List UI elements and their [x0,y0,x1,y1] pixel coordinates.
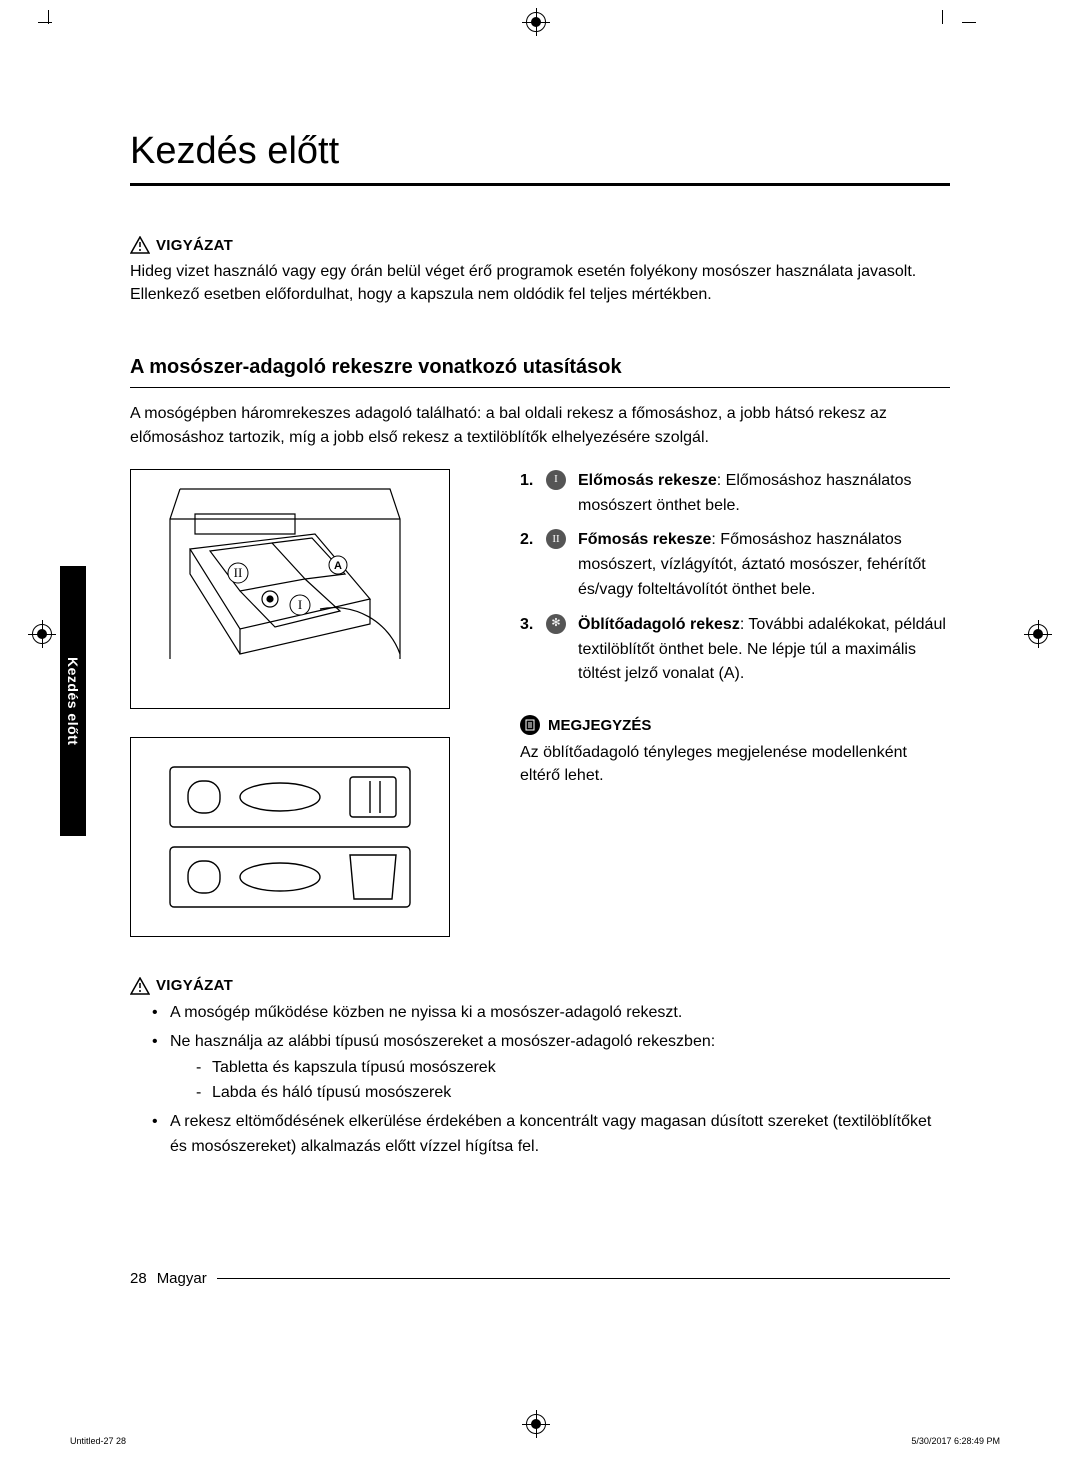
list-item: Labda és háló típusú mosószerek [196,1081,950,1106]
list-item: Ne használja az alábbi típusú mosószerek… [152,1030,950,1106]
prewash-icon: I [546,470,566,490]
registration-mark [526,12,546,32]
caution-header: VIGYÁZAT [130,236,950,254]
item-number: 1. [520,469,538,519]
page-number: 28 [130,1270,147,1287]
compartment-list: 1. I Előmosás rekesze: Előmosáshoz haszn… [520,469,950,687]
item-number: 3. [520,613,538,687]
side-tab-label: Kezdés előtt [65,657,81,745]
warning-icon [130,236,150,254]
warning-icon [130,977,150,995]
crop-mark [942,10,962,24]
section-intro: A mosógépben háromrekeszes adagoló talál… [130,402,950,448]
crop-mark [962,22,976,23]
crop-mark [38,22,52,23]
side-tab: Kezdés előtt [60,566,86,836]
svg-text:A: A [334,560,342,572]
section-rule [130,387,950,388]
item-text: Előmosás rekesze: Előmosáshoz használato… [578,469,950,519]
page-content: Kezdés előtt VIGYÁZAT Hideg vizet haszná… [130,130,950,1164]
print-meta-right: 5/30/2017 6:28:49 PM [911,1436,1000,1446]
footer-rule [217,1278,950,1279]
list-item: 3. ✻ Öblítőadagoló rekesz: További adalé… [520,613,950,687]
svg-text:II: II [234,565,243,580]
registration-mark [32,624,52,644]
chapter-title: Kezdés előtt [130,130,950,173]
item-text: Öblítőadagoló rekesz: További adalékokat… [578,613,950,687]
list-item: A rekesz eltömődésének elkerülése érdeké… [152,1110,950,1160]
caution2-header: VIGYÁZAT [130,977,950,995]
figure-softener-variants [130,737,450,937]
print-meta-left: Untitled-27 28 [70,1436,126,1446]
mainwash-icon: II [546,529,566,549]
chapter-rule [130,183,950,186]
caution2-label: VIGYÁZAT [156,977,233,994]
note-header: MEGJEGYZÉS [520,715,950,735]
sub-list: Tabletta és kapszula típusú mosószerek L… [196,1056,950,1106]
footer-language: Magyar [157,1270,207,1287]
list-item: Tabletta és kapszula típusú mosószerek [196,1056,950,1081]
figure-drawer: II I A [130,469,450,709]
list-item: 1. I Előmosás rekesze: Előmosáshoz haszn… [520,469,950,519]
list-item: A mosógép működése közben ne nyissa ki a… [152,1001,950,1026]
caution-body: Hideg vizet használó vagy egy órán belül… [130,260,950,306]
list-item: 2. II Főmosás rekesze: Főmosáshoz haszná… [520,528,950,602]
note-icon [520,715,540,735]
item-text: Főmosás rekesze: Főmosáshoz használatos … [578,528,950,602]
registration-mark [526,1414,546,1434]
item-number: 2. [520,528,538,602]
section-title: A mosószer-adagoló rekeszre vonatkozó ut… [130,356,950,379]
softener-icon: ✻ [546,614,566,634]
caution-label: VIGYÁZAT [156,237,233,254]
note-body: Az öblítőadagoló tényleges megjelenése m… [520,741,950,787]
registration-mark [1028,624,1048,644]
svg-text:I: I [298,597,302,612]
note-label: MEGJEGYZÉS [548,717,651,734]
caution2-list: A mosógép működése közben ne nyissa ki a… [152,1001,950,1160]
page-footer: 28 Magyar [130,1270,950,1287]
